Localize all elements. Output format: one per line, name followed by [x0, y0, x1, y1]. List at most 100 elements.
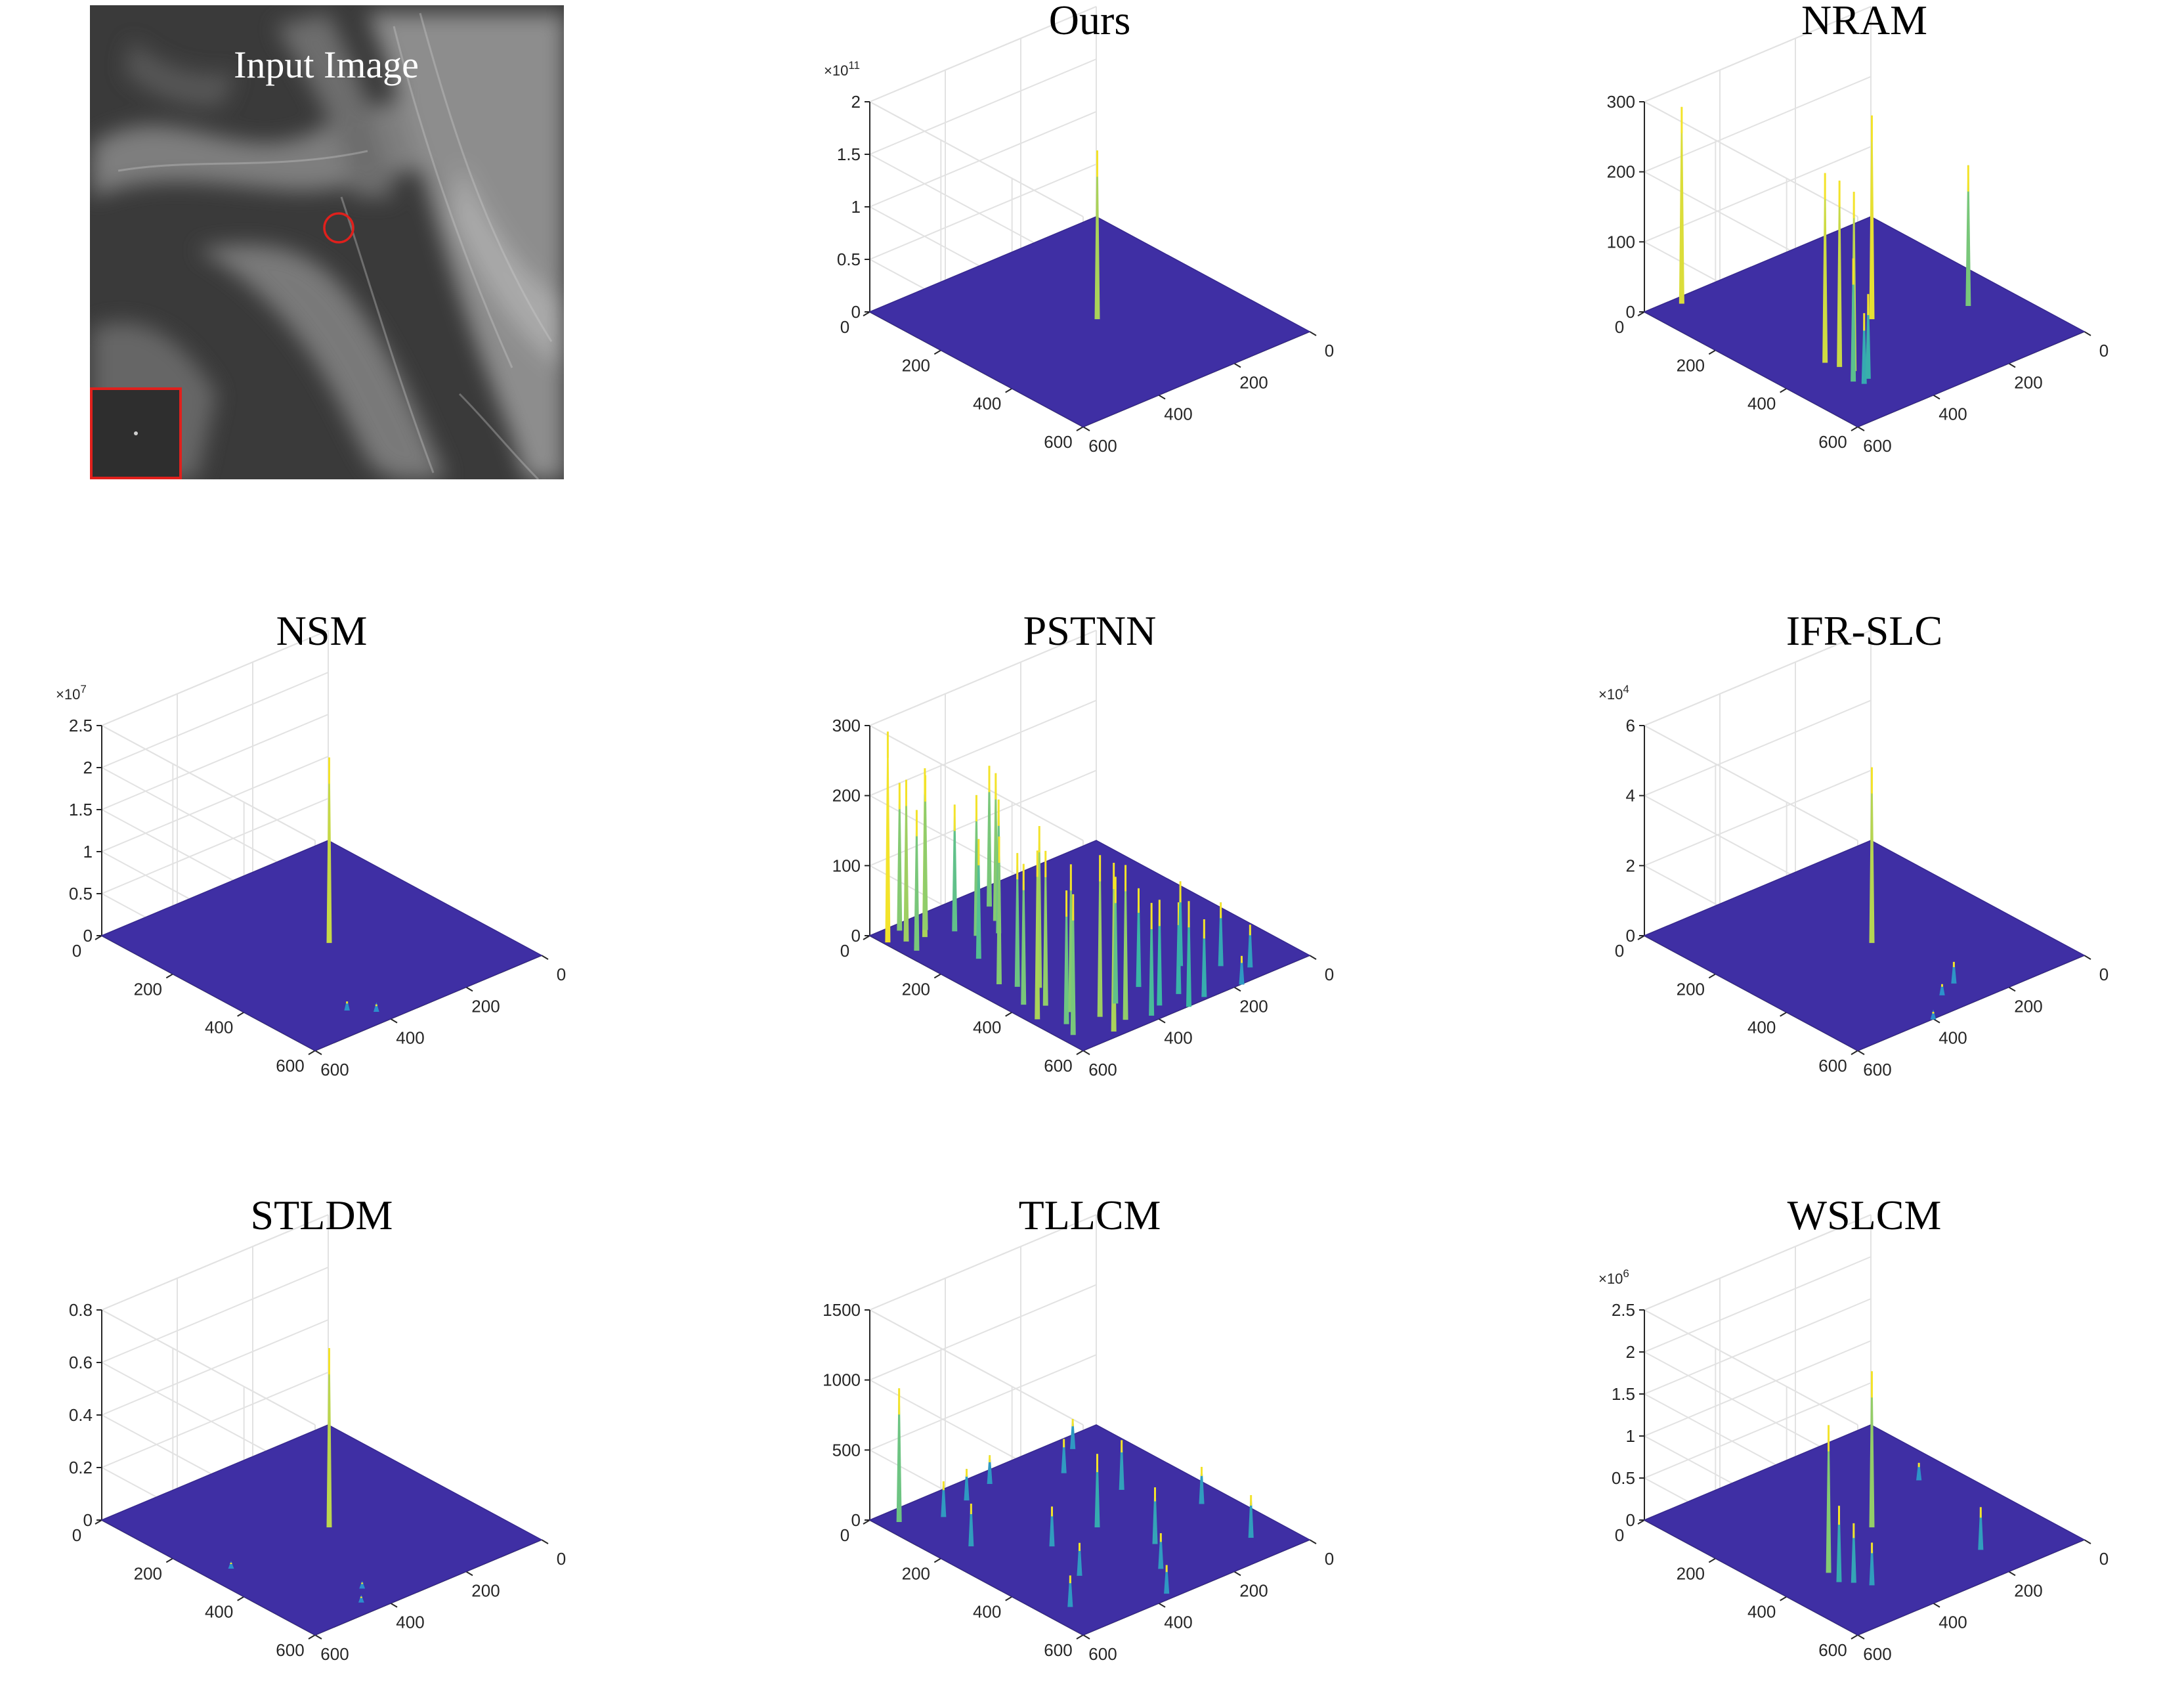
surface-plane [868, 840, 1311, 1051]
y-tick [1780, 1596, 1788, 1601]
x-tick-label: 400 [1938, 1028, 1967, 1048]
z-tick-label: 100 [1607, 232, 1635, 251]
y-tick-label: 0 [840, 1525, 849, 1545]
peak-spike [1158, 1533, 1164, 1569]
plot-tllcm: 0 500 1000 1500 0 200 400 600 0 200 400 600 TLLCM [823, 1192, 1334, 1664]
y-tick-label: 400 [205, 1602, 233, 1622]
peak [941, 1481, 947, 1517]
x-tick [2084, 955, 2091, 960]
peak [1869, 1371, 1875, 1528]
x-tick [1309, 1539, 1317, 1544]
x-tick [1158, 1602, 1166, 1608]
peak [1822, 173, 1828, 363]
z-tick-label: 0 [1626, 926, 1635, 946]
y-tick-label: 0 [1615, 317, 1624, 337]
x-tick-label: 200 [1239, 1580, 1268, 1600]
y-tick-label: 0 [72, 1525, 81, 1545]
y-tick [933, 973, 941, 979]
y-tick [1637, 311, 1645, 316]
peak-spike [964, 1469, 970, 1501]
peak [1021, 863, 1027, 1005]
y-tick [1637, 935, 1645, 940]
z-tick-label: 2.5 [69, 716, 93, 735]
x-tick-label: 0 [2099, 965, 2109, 984]
peak-spike [975, 838, 981, 959]
z-tick-label: 2 [1626, 856, 1635, 875]
surface-plane [1643, 1424, 2086, 1636]
y-tick-label: 0 [1615, 1525, 1624, 1545]
z-tick-label: 300 [832, 716, 861, 735]
plot-title: IFR-SLC [1786, 607, 1942, 654]
peak [1136, 888, 1142, 988]
x-tick-label: 0 [557, 1549, 566, 1569]
y-tick [1076, 1634, 1084, 1640]
peak [1239, 955, 1245, 985]
z-tick-label: 1.5 [1612, 1384, 1635, 1404]
peak [228, 1561, 234, 1569]
peak [952, 804, 958, 932]
z-tick-label: 2 [851, 92, 861, 112]
y-tick [933, 1557, 941, 1563]
peak-spike [1157, 900, 1163, 1006]
z-tick-label: 300 [1607, 92, 1635, 112]
x-tick-label: 200 [2014, 1580, 2042, 1600]
peak [1965, 165, 1971, 306]
z-tick-label: 0.8 [69, 1300, 93, 1320]
peak [1049, 1506, 1055, 1547]
z-tick-label: 0.5 [1612, 1468, 1635, 1488]
peak [1063, 890, 1069, 1024]
peak [1035, 850, 1040, 1020]
y-tick-label: 200 [1677, 979, 1705, 999]
y-tick-label: 200 [1677, 1563, 1705, 1583]
z-gridline [868, 630, 1097, 841]
z-gridline [1642, 630, 1872, 841]
z-tick-label: 100 [832, 856, 861, 875]
peak [1951, 961, 1957, 984]
y-tick [1708, 1557, 1716, 1563]
y-tick-label: 600 [1818, 432, 1847, 452]
x-tick-label: 0 [1325, 341, 1334, 360]
x-tick-label: 400 [1938, 1613, 1967, 1632]
y-tick-label: 600 [1044, 432, 1072, 452]
z-tick-label: 0 [1626, 302, 1635, 322]
peak [1077, 1542, 1082, 1576]
peak-spike [1070, 894, 1076, 1035]
peak-spike [228, 1561, 234, 1569]
x-tick-label: 0 [1325, 965, 1334, 984]
peak-spike [1247, 925, 1253, 968]
x-tick-label: 200 [471, 996, 500, 1016]
z-tick-label: 0.4 [69, 1405, 93, 1425]
y-tick [1076, 1050, 1084, 1055]
inset-target-dot [134, 431, 138, 435]
y-tick [1005, 1596, 1013, 1601]
x-tick [314, 1634, 322, 1640]
z-tick-label: 2.5 [1612, 1300, 1635, 1320]
peak-spike [941, 1481, 947, 1517]
plot-stldm: 0 0.2 0.4 0.6 0.8 0 200 400 600 0 200 400 600 STLDM [69, 1192, 566, 1664]
peak-spike [1851, 1523, 1856, 1583]
peak-spike [1077, 1542, 1082, 1576]
peak-spike [1014, 853, 1020, 987]
plot-title: PSTNN [1023, 607, 1157, 654]
y-tick [1076, 426, 1084, 431]
x-tick-label: 600 [1088, 1644, 1117, 1664]
peak [1094, 150, 1100, 320]
peak [1042, 850, 1048, 1006]
x-tick [1082, 1634, 1090, 1640]
peak [1186, 901, 1192, 1007]
peak-spike [1836, 1506, 1842, 1582]
peak-spike [885, 731, 891, 943]
plot-title: TLLCM [1019, 1192, 1161, 1238]
y-tick-label: 200 [1677, 355, 1705, 375]
peak-spike [1869, 767, 1875, 944]
peak [1113, 877, 1119, 1004]
x-tick [390, 1018, 398, 1024]
peak-spike [1201, 919, 1207, 997]
peak-spike [1152, 1487, 1158, 1544]
peak-spike [1164, 1565, 1170, 1594]
x-tick-label: 400 [396, 1613, 424, 1632]
peak-spike [1965, 165, 1971, 306]
y-tick [1851, 426, 1858, 431]
z-tick-label: 2 [83, 758, 93, 777]
peak-spike [1149, 903, 1155, 1016]
